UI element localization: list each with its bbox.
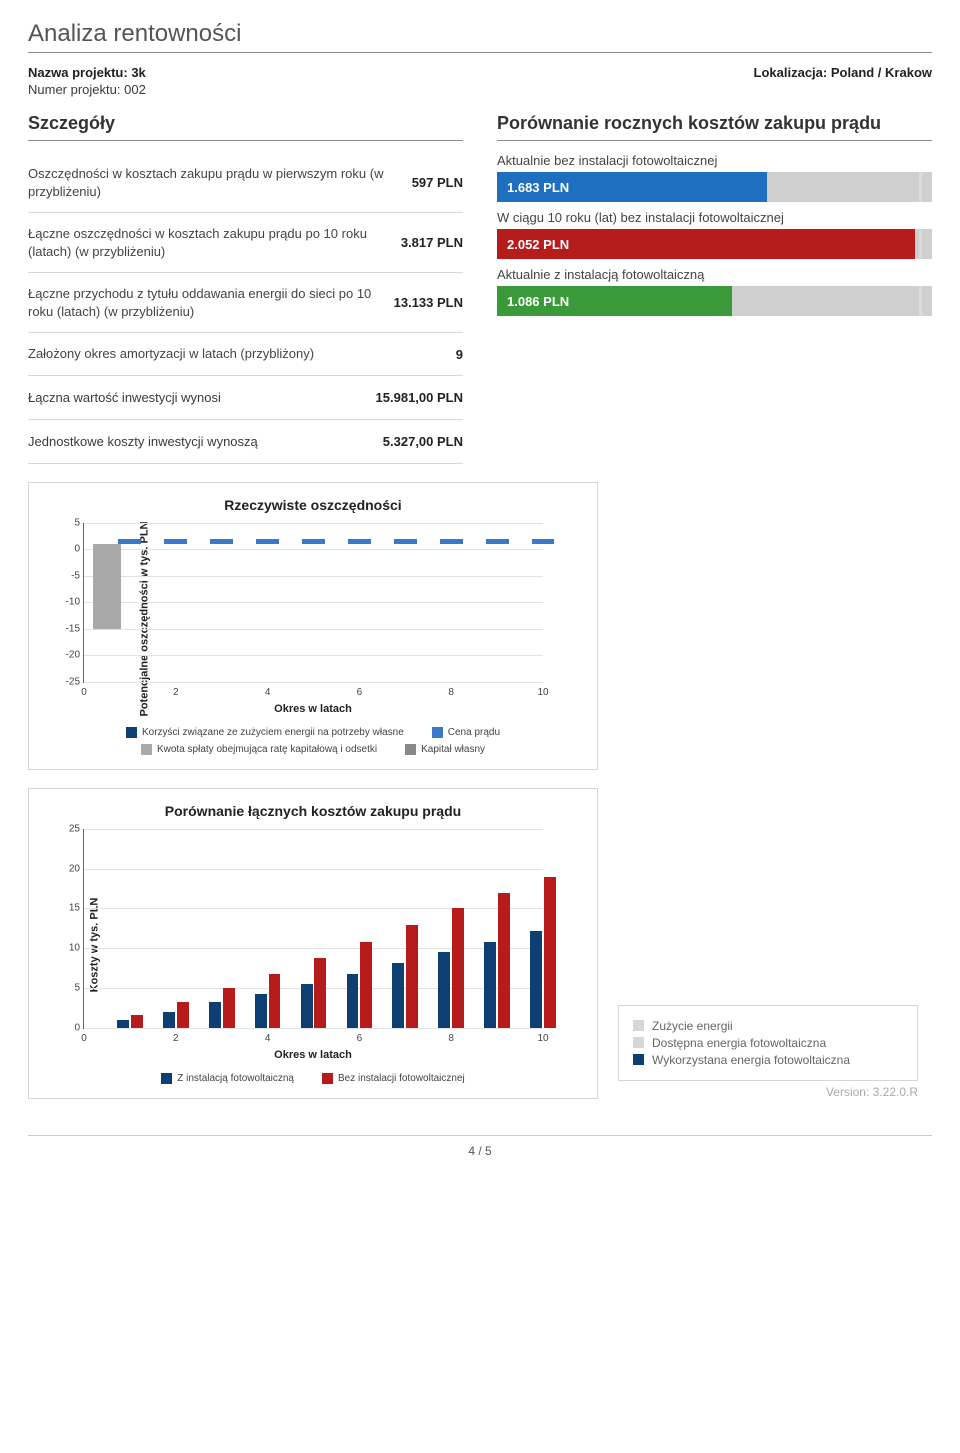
metric-row: Oszczędności w kosztach zakupu prądu w p… [28, 153, 463, 213]
legend-swatch [161, 1073, 172, 1084]
legend-swatch [141, 744, 152, 755]
comparison-heading: Porównanie rocznych kosztów zakupu prądu [497, 113, 932, 141]
legend-swatch [633, 1020, 644, 1031]
project-name-label: Nazwa projektu: [28, 65, 128, 80]
compare-label: W ciągu 10 roku (lat) bez instalacji fot… [497, 210, 932, 225]
legend-item: Dostępna energia fotowoltaiczna [633, 1036, 903, 1050]
compare-bar: 1.683 PLN [497, 172, 932, 202]
legend-item: Wykorzystana energia fotowoltaiczna [633, 1053, 903, 1067]
project-name: 3k [131, 65, 145, 80]
legend-label: Z instalacją fotowoltaiczną [177, 1073, 294, 1084]
legend-label: Wykorzystana energia fotowoltaiczna [652, 1053, 850, 1067]
legend-item: Zużycie energii [633, 1019, 903, 1033]
metric-row: Łączne przychodu z tytułu oddawania ener… [28, 273, 463, 333]
legend-swatch [126, 727, 137, 738]
location-label: Lokalizacja: [754, 65, 828, 80]
metric-value: 13.133 PLN [394, 295, 463, 310]
metric-label: Założony okres amortyzacji w latach (prz… [28, 345, 436, 363]
legend-item: Kapitał własny [405, 744, 485, 755]
chart2-title: Porównanie łącznych kosztów zakupu prądu [83, 803, 543, 819]
legend-item: Cena prądu [432, 727, 500, 738]
legend-label: Korzyści związane ze zużyciem energii na… [142, 727, 404, 738]
chart2-legend: Z instalacją fotowoltaiczną Bez instalacj… [83, 1073, 543, 1084]
legend-label: Bez instalacji fotowoltaicznej [338, 1073, 465, 1084]
chart1-xlabel: Okres w latach [83, 703, 543, 715]
chart-cost-compare: Porównanie łącznych kosztów zakupu prądu… [28, 788, 598, 1099]
energy-legend: Zużycie energii Dostępna energia fotowolt… [618, 1005, 918, 1081]
metric-value: 597 PLN [412, 175, 463, 190]
project-num: 002 [124, 82, 146, 97]
compare-bar: 1.086 PLN [497, 286, 932, 316]
location: Poland / Krakow [831, 65, 932, 80]
invest-total-value: 15.981,00 PLN [376, 390, 463, 405]
compare-label: Aktualnie bez instalacji fotowoltaicznej [497, 153, 932, 168]
legend-swatch [432, 727, 443, 738]
invest-unit-label: Jednostkowe koszty inwestycji wynoszą [28, 434, 258, 449]
legend-item: Z instalacją fotowoltaiczną [161, 1073, 294, 1084]
details-column: Szczegóły Oszczędności w kosztach zakupu… [28, 113, 463, 464]
metric-value: 9 [456, 347, 463, 362]
project-num-label: Numer projektu: [28, 82, 120, 97]
legend-item: Bez instalacji fotowoltaicznej [322, 1073, 465, 1084]
metric-label: Łączne oszczędności w kosztach zakupu pr… [28, 225, 381, 260]
metric-label: Oszczędności w kosztach zakupu prądu w p… [28, 165, 392, 200]
legend-label: Dostępna energia fotowoltaiczna [652, 1036, 826, 1050]
legend-swatch [405, 744, 416, 755]
legend-label: Kwota spłaty obejmująca ratę kapitałową … [157, 744, 377, 755]
compare-bar-fill: 1.086 PLN [497, 286, 732, 316]
metric-row: Łączne oszczędności w kosztach zakupu pr… [28, 213, 463, 273]
version: Version: 3.22.0.R [618, 1085, 918, 1099]
legend-swatch [633, 1054, 644, 1065]
comparison-column: Porównanie rocznych kosztów zakupu prądu… [497, 113, 932, 464]
chart1-title: Rzeczywiste oszczędności [83, 497, 543, 513]
compare-bar-fill: 1.683 PLN [497, 172, 767, 202]
compare-bar: 2.052 PLN [497, 229, 932, 259]
invest-total-label: Łączna wartość inwestycji wynosi [28, 390, 221, 405]
metric-row: Założony okres amortyzacji w latach (prz… [28, 333, 463, 376]
legend-swatch [322, 1073, 333, 1084]
legend-label: Cena prądu [448, 727, 500, 738]
legend-label: Kapitał własny [421, 744, 485, 755]
chart-savings: Rzeczywiste oszczędności Potencjalne osz… [28, 482, 598, 770]
legend-item: Korzyści związane ze zużyciem energii na… [126, 727, 404, 738]
project-meta: Nazwa projektu: 3k Numer projektu: 002 L… [28, 65, 932, 99]
invest-unit-value: 5.327,00 PLN [383, 434, 463, 449]
metric-value: 3.817 PLN [401, 235, 463, 250]
legend-label: Zużycie energii [652, 1019, 733, 1033]
metric-label: Łączne przychodu z tytułu oddawania ener… [28, 285, 374, 320]
compare-label: Aktualnie z instalacją fotowoltaiczną [497, 267, 932, 282]
page-title: Analiza rentowności [28, 20, 932, 53]
compare-bar-fill: 2.052 PLN [497, 229, 915, 259]
chart2-xlabel: Okres w latach [83, 1049, 543, 1061]
legend-item: Kwota spłaty obejmująca ratę kapitałową … [141, 744, 377, 755]
legend-swatch [633, 1037, 644, 1048]
page-number: 4 / 5 [28, 1135, 932, 1158]
chart1-legend: Korzyści związane ze zużyciem energii na… [83, 727, 543, 755]
details-heading: Szczegóły [28, 113, 463, 141]
